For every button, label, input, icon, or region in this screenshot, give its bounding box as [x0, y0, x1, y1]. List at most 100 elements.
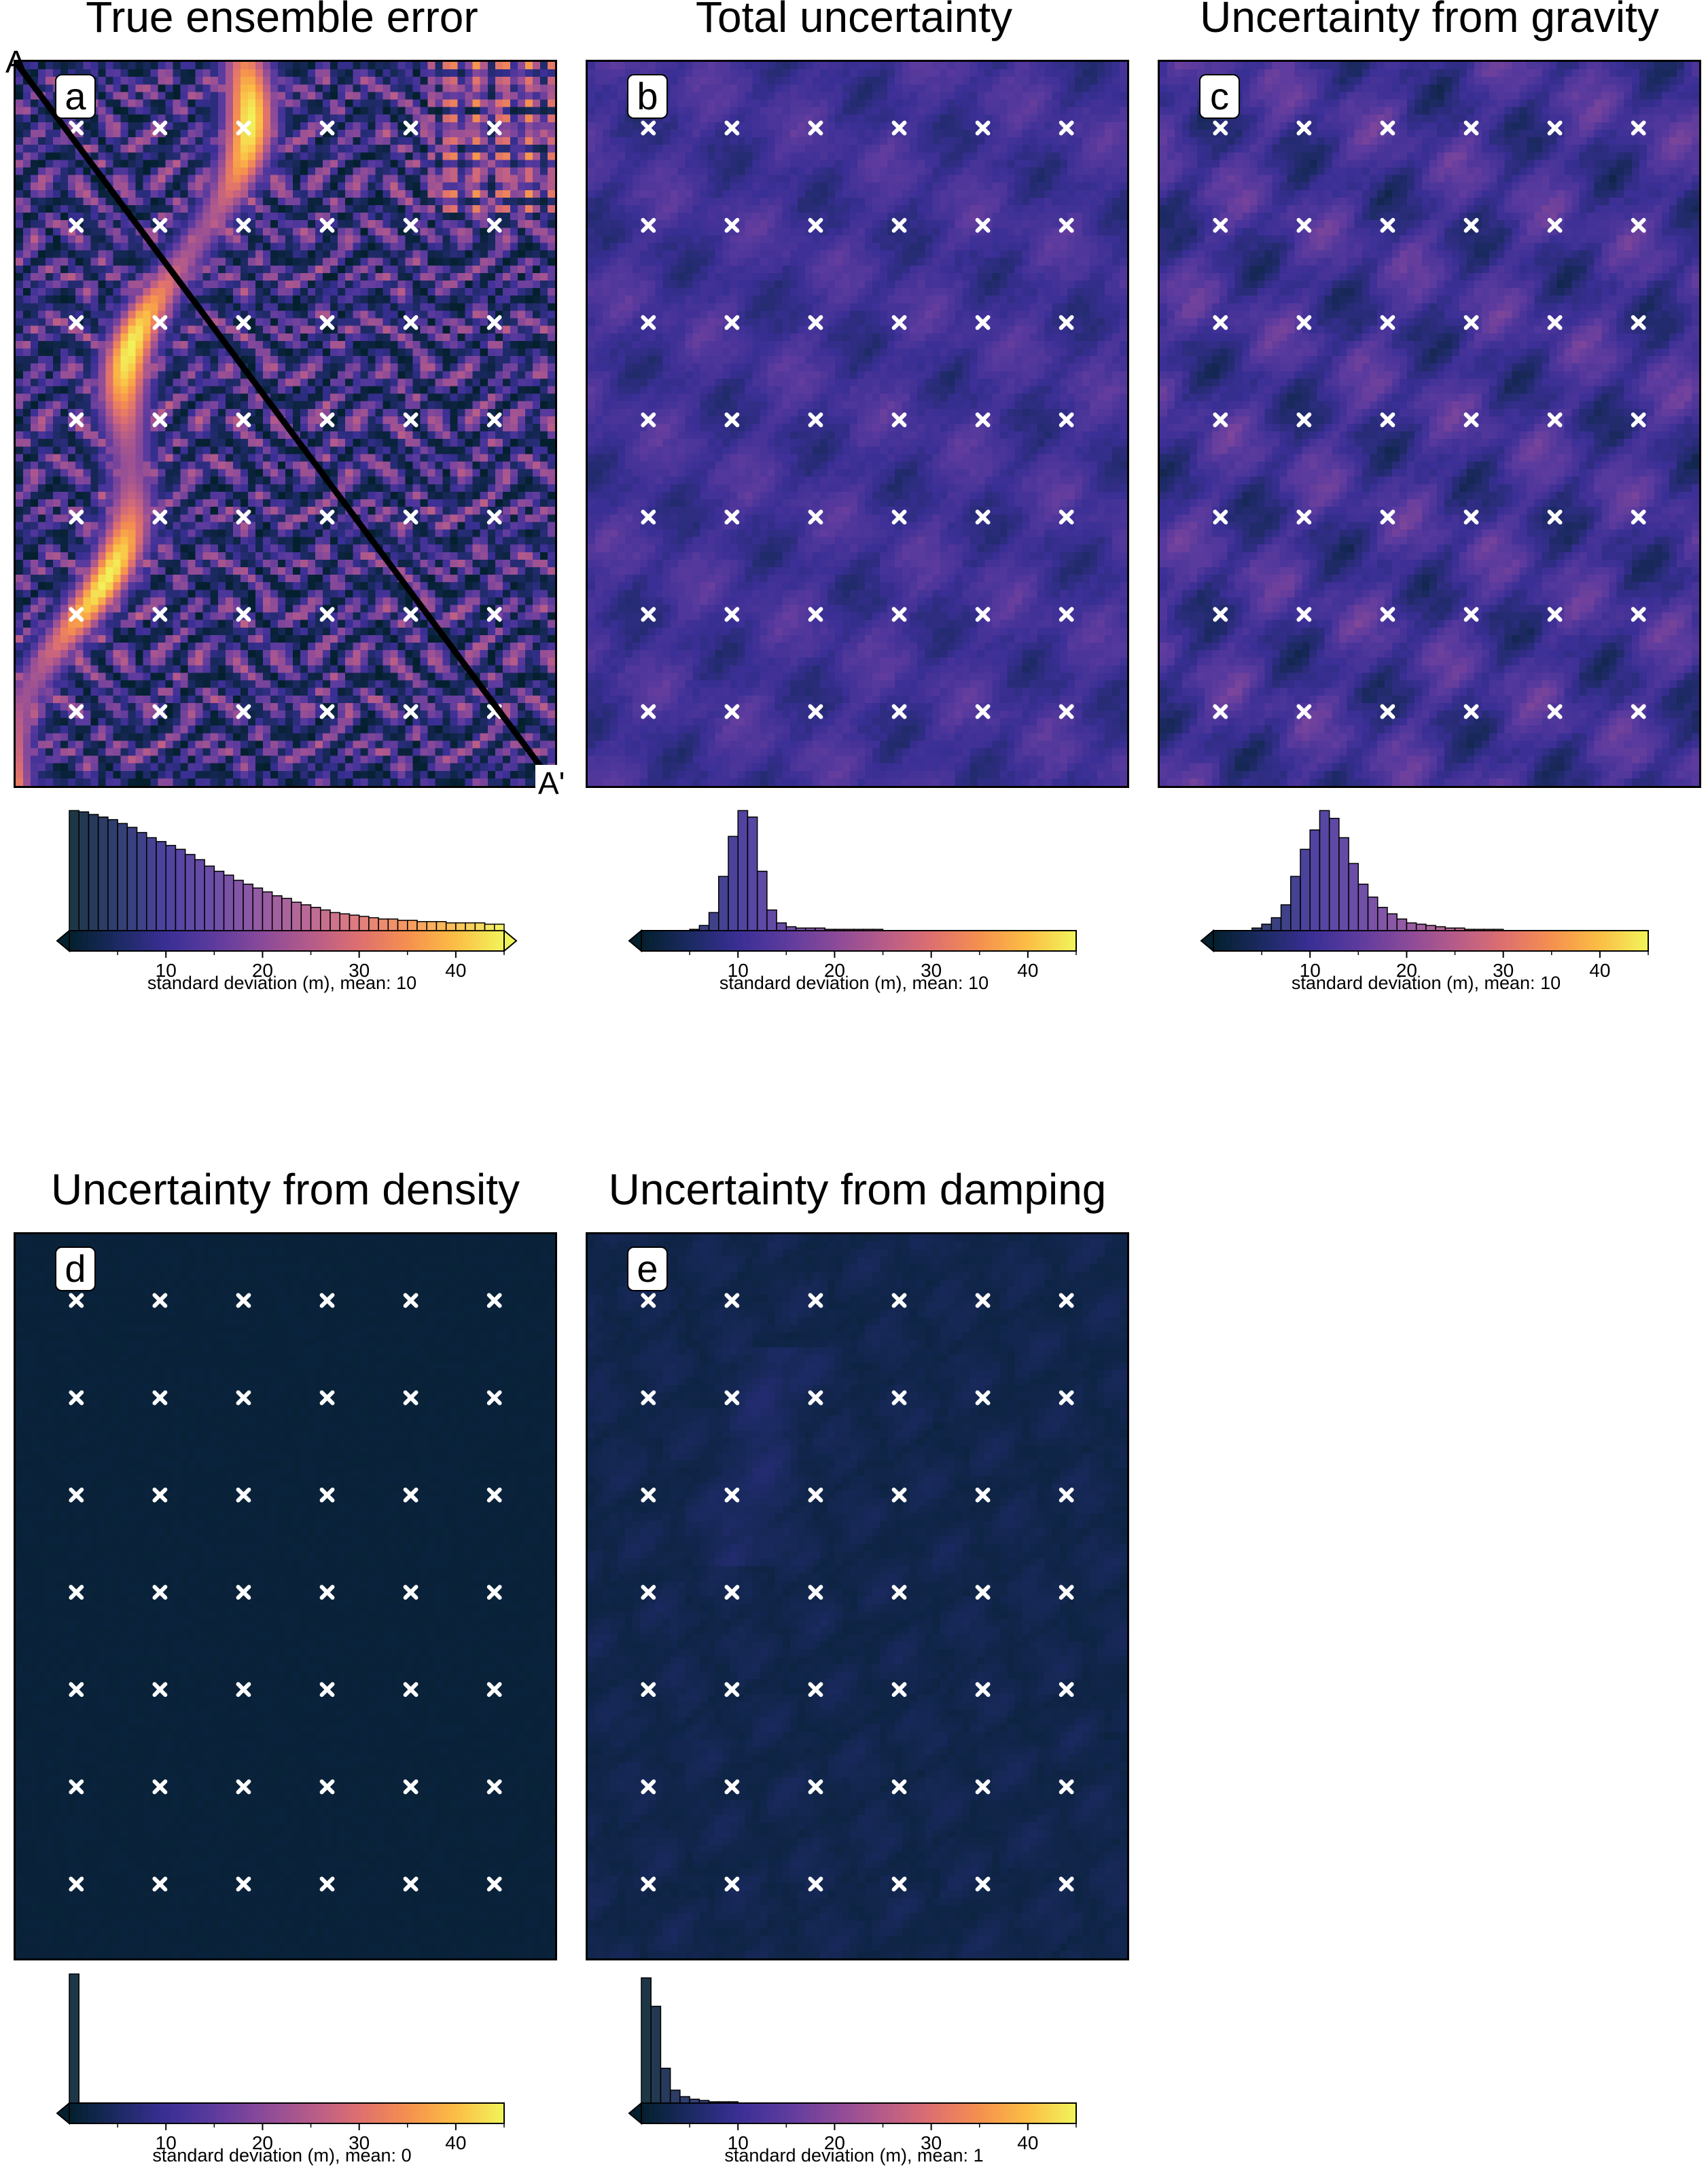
histogram-bar	[1280, 904, 1292, 931]
histogram-bar	[378, 918, 389, 931]
histogram-bar	[223, 874, 234, 931]
histogram-bar	[1300, 848, 1311, 931]
profile-line	[16, 62, 555, 786]
colorbar-min-extension	[56, 2101, 70, 2125]
colorbar-tick-label: 40	[1017, 2132, 1038, 2153]
station-marker	[486, 1876, 502, 1892]
station-marker	[403, 1876, 419, 1892]
heatmap-panel-e: e	[586, 1232, 1129, 1960]
station-marker	[1058, 1585, 1074, 1600]
station-marker	[891, 1390, 907, 1405]
station-marker	[1058, 1293, 1074, 1308]
station-marker	[236, 1390, 251, 1405]
histogram-bar	[863, 929, 874, 931]
station-marker	[319, 1390, 335, 1405]
histogram-bar	[689, 2098, 700, 2104]
station-marker	[891, 607, 907, 622]
histogram-bar	[156, 841, 166, 931]
station-marker	[1463, 217, 1479, 233]
station-marker	[1213, 120, 1228, 136]
station-marker	[1463, 120, 1479, 136]
station-marker	[403, 1779, 419, 1795]
colorbar-min-extension	[628, 929, 642, 953]
colorbar-gradient	[641, 931, 1077, 951]
histogram-bar	[641, 1977, 652, 2104]
histogram-bar	[1377, 907, 1388, 931]
station-marker	[975, 607, 991, 622]
station-marker	[69, 704, 84, 719]
station-marker	[403, 412, 419, 427]
station-marker	[641, 1293, 656, 1308]
station-marker	[403, 607, 419, 622]
station-marker	[641, 412, 656, 427]
station-marker	[152, 1293, 168, 1308]
station-marker	[69, 509, 84, 525]
histogram-bar	[728, 836, 739, 931]
station-marker	[152, 1487, 168, 1503]
station-marker	[724, 120, 740, 136]
colorbar-tick-label: 10	[156, 960, 177, 981]
colorbar-tick-label: 10	[728, 960, 749, 981]
station-marker	[152, 509, 168, 525]
station-marker	[808, 607, 823, 622]
histogram-bar	[243, 883, 253, 931]
histogram-bar	[689, 929, 700, 931]
station-marker	[1380, 120, 1395, 136]
station-marker	[403, 704, 419, 719]
colorbar-label: standard deviation (m), mean: 1	[637, 2145, 1071, 2166]
histogram-bar	[494, 923, 505, 931]
colorbar-label: standard deviation (m), mean: 0	[65, 2145, 499, 2166]
heatmap-grid	[588, 62, 1127, 786]
profile-end-label: A'	[535, 765, 568, 802]
histogram-bar	[69, 1973, 79, 2104]
station-marker	[1631, 412, 1646, 427]
station-marker	[152, 607, 168, 622]
histogram-bar	[69, 810, 79, 931]
station-marker	[808, 217, 823, 233]
station-marker	[641, 1390, 656, 1405]
station-marker	[319, 509, 335, 525]
histogram-bar	[474, 922, 486, 931]
station-marker	[1380, 412, 1395, 427]
colorbar-gradient	[69, 2103, 505, 2123]
station-marker	[486, 509, 502, 525]
station-marker	[724, 704, 740, 719]
histogram-bar	[310, 907, 321, 931]
station-marker	[403, 1487, 419, 1503]
station-marker	[808, 1876, 823, 1892]
station-marker	[69, 1585, 84, 1600]
station-marker	[1463, 412, 1479, 427]
colorbar-min-extension	[1200, 929, 1214, 953]
station-marker	[975, 412, 991, 427]
histogram-bar	[358, 916, 370, 931]
histogram	[1251, 810, 1504, 931]
station-marker	[1463, 509, 1479, 525]
station-marker	[69, 1390, 84, 1405]
station-marker	[236, 1585, 251, 1600]
station-marker	[975, 1779, 991, 1795]
station-marker	[236, 607, 251, 622]
station-marker	[724, 412, 740, 427]
panel-title: Total uncertainty	[586, 0, 1122, 42]
histogram-bar	[679, 2096, 690, 2104]
panel-title: Uncertainty from damping	[586, 1164, 1129, 1215]
station-marker	[1631, 607, 1646, 622]
station-marker	[236, 217, 251, 233]
station-marker	[975, 1682, 991, 1698]
histogram	[69, 810, 505, 931]
histogram-bar	[426, 920, 438, 931]
histogram-bar	[718, 2101, 729, 2104]
histogram-bar	[1338, 837, 1349, 931]
histogram-bar	[1454, 927, 1465, 931]
station-marker	[403, 1390, 419, 1405]
station-marker	[1547, 509, 1563, 525]
station-marker	[891, 217, 907, 233]
colorbar-histogram-c: 10 20 30 40	[1198, 802, 1663, 992]
colorbar-tick-label: 10	[728, 2132, 749, 2153]
station-marker	[641, 607, 656, 622]
colorbar-tick-label: 30	[349, 2132, 370, 2153]
station-marker	[975, 1876, 991, 1892]
station-marker	[1380, 704, 1395, 719]
colorbar-tick-label: 20	[824, 2132, 845, 2153]
histogram-bar	[815, 927, 825, 931]
